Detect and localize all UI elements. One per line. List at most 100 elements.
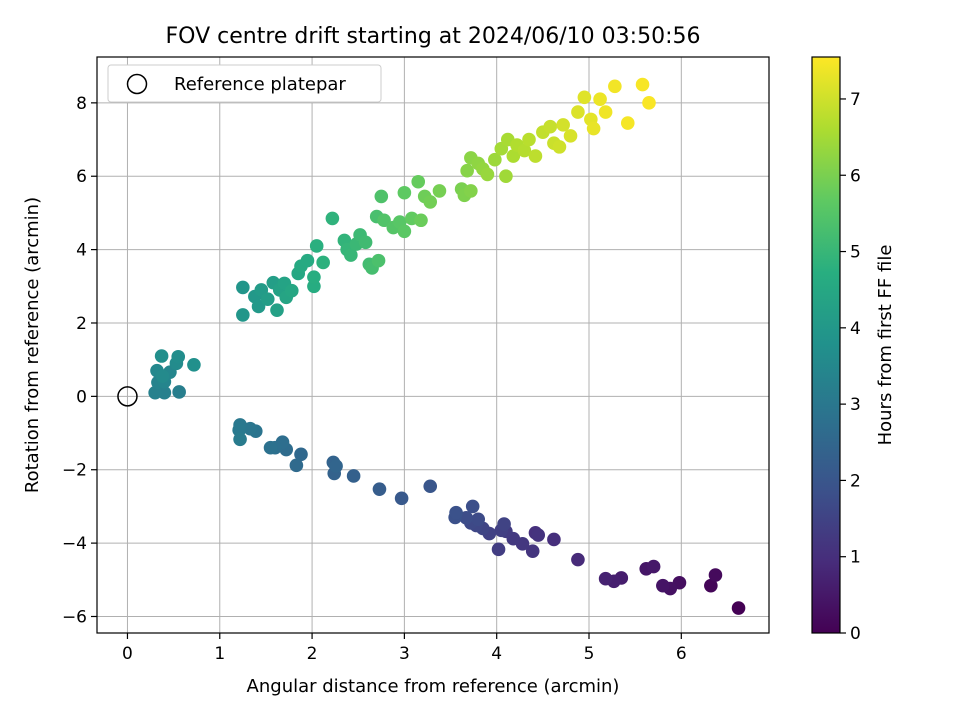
reference-marker (117, 386, 138, 407)
data-point (309, 239, 324, 253)
data-point (260, 292, 275, 306)
data-point (346, 469, 361, 483)
data-point (593, 92, 607, 106)
y-tick-label: −4 (62, 534, 87, 554)
data-point (300, 253, 315, 268)
colorbar-tick-label: 1 (850, 548, 861, 568)
data-point (586, 121, 601, 136)
data-point (414, 213, 428, 228)
y-tick-label: 4 (76, 241, 87, 261)
colorbar-tick-label: 4 (850, 319, 861, 339)
data-point (289, 458, 304, 473)
data-point (708, 568, 723, 582)
data-point (577, 90, 592, 105)
x-axis-ticks: 0 1 2 3 4 5 6 (122, 633, 687, 664)
data-point (531, 528, 546, 542)
colorbar-tick-label: 3 (850, 395, 861, 415)
data-point (704, 578, 718, 593)
colorbar-tick-label: 7 (850, 90, 861, 110)
y-tick-label: 6 (76, 167, 87, 187)
data-point (372, 482, 387, 496)
data-point (371, 253, 386, 268)
colorbar-frame (811, 56, 841, 634)
data-point (499, 169, 513, 184)
data-point (423, 479, 438, 494)
colorbar-gradient (812, 57, 840, 633)
legend-label: Reference platepar (174, 74, 346, 95)
data-point (547, 532, 561, 547)
data-point (731, 601, 746, 615)
data-point (270, 303, 284, 317)
y-axis-label: Rotation from reference (arcmin) (22, 197, 43, 493)
data-point (598, 571, 613, 586)
data-point (642, 96, 656, 110)
colorbar-ticks: 0 1 2 3 4 5 6 7 (840, 90, 861, 644)
data-points (148, 77, 746, 615)
data-point (465, 499, 480, 514)
data-point (552, 140, 567, 154)
data-point (432, 184, 447, 198)
x-axis-label: Angular distance from reference (arcmin) (247, 676, 620, 697)
data-point (488, 152, 502, 167)
colorbar: 0 1 2 3 4 5 6 7 Hours from first FF file (811, 56, 896, 644)
x-tick-label: 0 (122, 644, 133, 664)
data-point (522, 132, 536, 147)
data-point (154, 349, 169, 363)
colorbar-tick-label: 5 (850, 243, 861, 263)
data-point (397, 224, 412, 239)
data-point (656, 578, 670, 593)
data-point (236, 308, 250, 322)
data-point (635, 77, 650, 92)
data-point (608, 79, 622, 94)
data-point (411, 174, 426, 189)
y-tick-label: −6 (62, 607, 87, 627)
x-tick-label: 5 (584, 644, 595, 664)
data-point (394, 491, 409, 506)
colorbar-tick-label: 0 (850, 624, 861, 644)
data-point (464, 184, 478, 198)
data-point (148, 385, 162, 400)
y-tick-label: 0 (76, 387, 87, 407)
legend-box (107, 64, 382, 103)
colorbar-tick-label: 2 (850, 471, 861, 491)
data-point (471, 512, 486, 527)
data-point (571, 105, 585, 119)
data-point (263, 440, 278, 455)
data-point (251, 299, 266, 314)
data-point (344, 248, 358, 262)
data-point (506, 149, 521, 163)
x-tick-label: 3 (399, 644, 410, 664)
legend: Reference platepar (107, 64, 382, 103)
data-point (187, 358, 201, 372)
data-point (377, 213, 391, 228)
data-point (236, 280, 250, 295)
y-tick-label: 2 (76, 314, 87, 334)
data-point (460, 163, 474, 178)
data-point (325, 211, 340, 226)
reference-platepar-marker (117, 386, 138, 407)
data-point (598, 105, 613, 119)
x-tick-label: 4 (491, 644, 502, 664)
data-point (423, 195, 438, 209)
data-point (571, 552, 585, 567)
data-point (525, 544, 540, 558)
data-point (374, 189, 389, 204)
data-point (491, 542, 506, 557)
data-point (155, 369, 170, 383)
x-tick-label: 2 (307, 644, 318, 664)
data-point (497, 517, 511, 531)
colorbar-label: Hours from first FF file (875, 245, 896, 446)
data-point (294, 447, 308, 462)
y-axis-ticks: −6 −4 −2 0 2 4 6 8 (62, 94, 97, 627)
data-point (358, 235, 373, 250)
data-point (517, 143, 532, 158)
data-point (449, 505, 463, 520)
colorbar-tick-label: 6 (850, 166, 861, 186)
data-point (316, 255, 330, 270)
data-point (459, 511, 474, 525)
grid (97, 57, 769, 633)
x-tick-label: 1 (214, 644, 225, 664)
y-tick-label: 8 (76, 94, 87, 114)
